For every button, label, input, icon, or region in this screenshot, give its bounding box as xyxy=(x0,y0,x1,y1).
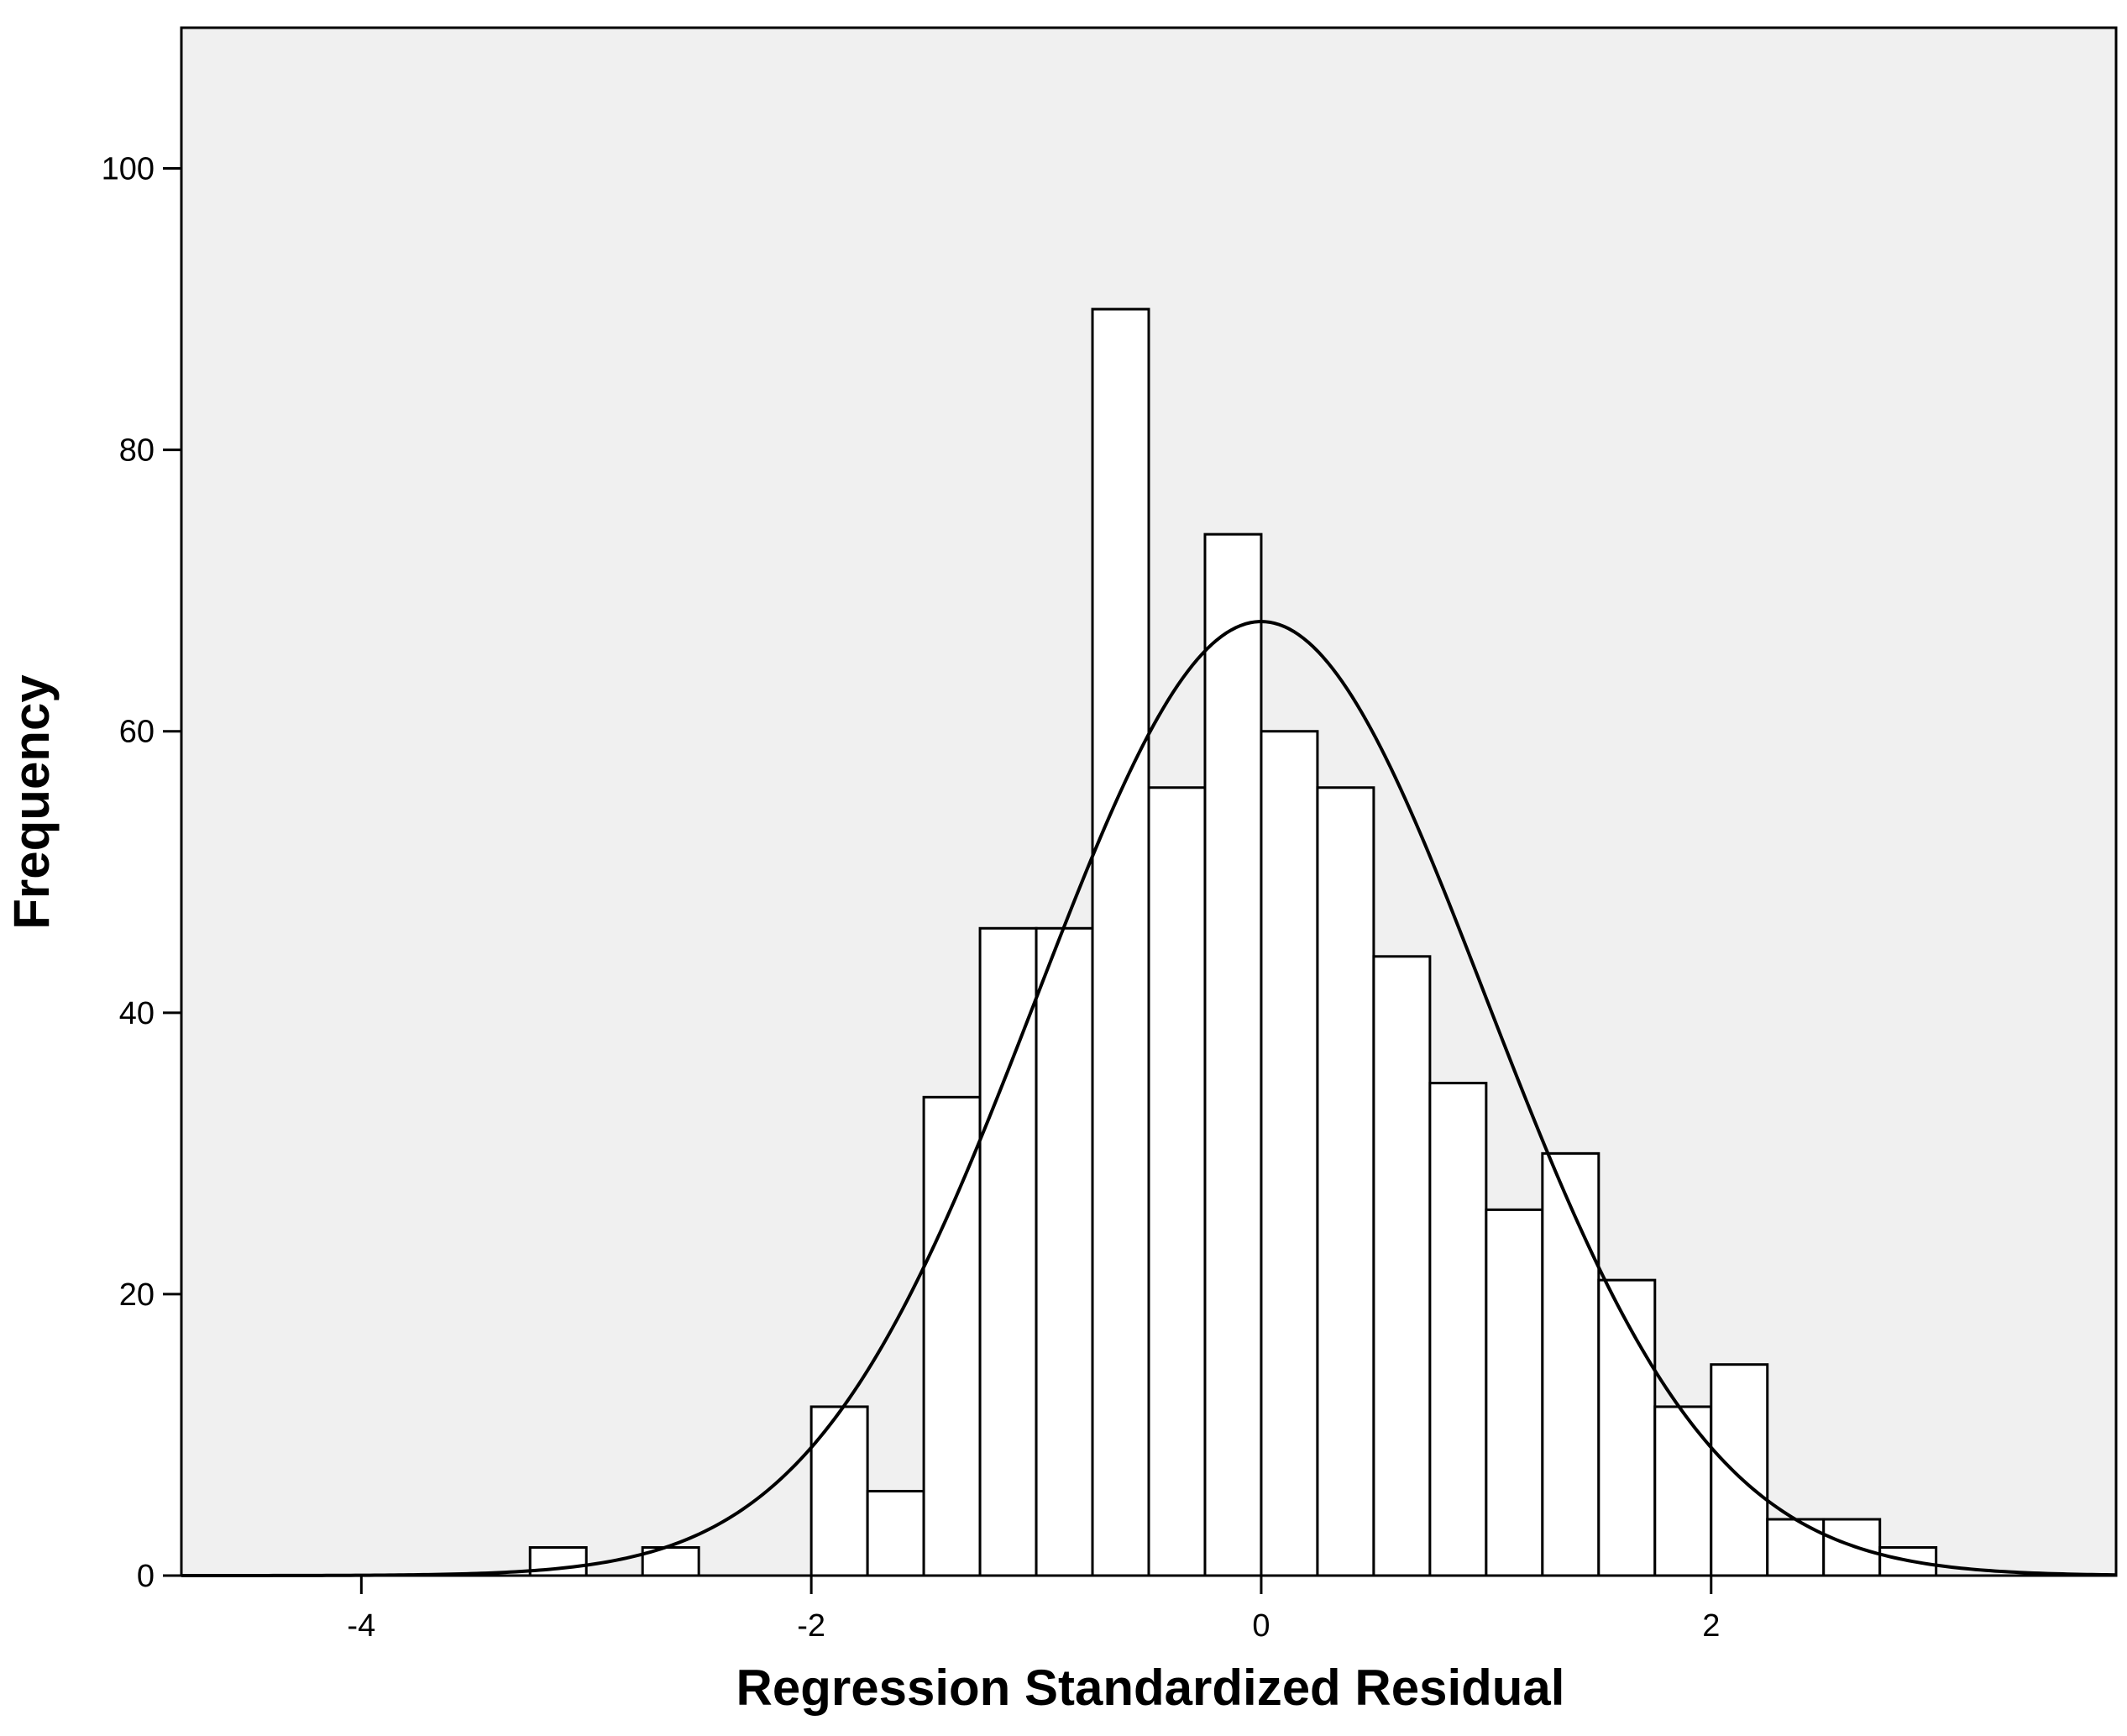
normal-curve xyxy=(181,620,2117,1577)
y-tick-label: 100 xyxy=(102,152,155,187)
histogram-bar xyxy=(809,1405,869,1577)
histogram-bar xyxy=(1710,1363,1769,1577)
axes: 0 20 40 60 80 100 -4 -2 0 2 xyxy=(102,152,1721,1644)
y-tick-label: 80 xyxy=(119,433,155,469)
histogram-bar xyxy=(1485,1208,1544,1577)
histogram-bar xyxy=(1766,1518,1826,1577)
y-axis-title: Frequency xyxy=(3,674,60,930)
x-tick-label: -4 xyxy=(347,1608,375,1644)
histogram-bar xyxy=(1147,786,1207,1577)
histogram-bar xyxy=(1541,1151,1600,1577)
histogram-bar xyxy=(1822,1518,1882,1577)
histogram-bar xyxy=(1316,786,1375,1577)
histogram-bar xyxy=(1372,955,1432,1577)
y-tick-label: 0 xyxy=(137,1559,155,1594)
x-tick-label: 2 xyxy=(1702,1608,1720,1644)
histogram-bar xyxy=(1597,1278,1657,1577)
histogram-bar xyxy=(1203,532,1263,1577)
x-axis-title: Regression Standardized Residual xyxy=(736,1660,1565,1716)
histogram-bar xyxy=(1035,926,1094,1577)
x-tick-label: 0 xyxy=(1252,1608,1270,1644)
histogram-bar xyxy=(978,926,1038,1577)
histogram-bar xyxy=(1653,1405,1713,1577)
histogram-bar xyxy=(922,1095,982,1577)
y-tick-label: 40 xyxy=(119,996,155,1031)
histogram-bar xyxy=(1260,730,1319,1577)
histogram-bars xyxy=(528,307,1938,1577)
histogram-bar xyxy=(866,1489,925,1577)
histogram-bar xyxy=(1091,307,1150,1577)
x-tick-label: -2 xyxy=(797,1608,825,1644)
y-tick-label: 20 xyxy=(119,1277,155,1313)
histogram-bar xyxy=(1428,1082,1488,1577)
y-tick-label: 60 xyxy=(119,715,155,750)
